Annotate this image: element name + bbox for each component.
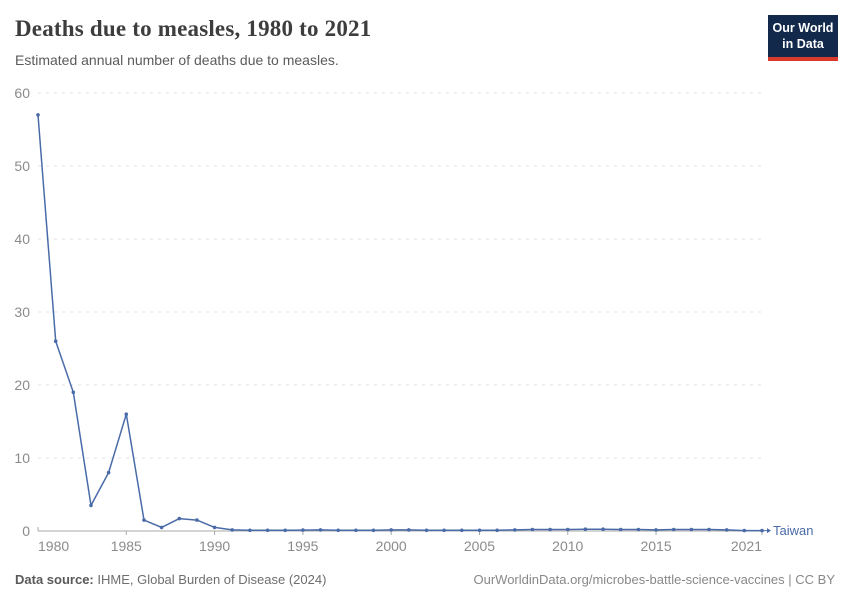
entity-label-taiwan[interactable]: Taiwan <box>773 523 813 538</box>
data-point[interactable] <box>212 525 217 530</box>
chart-subtitle: Estimated annual number of deaths due to… <box>15 52 339 68</box>
data-point[interactable] <box>71 390 76 395</box>
data-point[interactable] <box>195 518 199 522</box>
data-point[interactable] <box>124 412 129 417</box>
x-tick-label: 1990 <box>199 538 230 554</box>
data-point[interactable] <box>407 528 411 532</box>
data-point[interactable] <box>707 527 711 532</box>
y-tick-label: 60 <box>14 85 30 101</box>
data-point[interactable] <box>177 516 182 521</box>
owid-logo-line1: Our World <box>772 21 834 35</box>
y-tick-label: 40 <box>14 231 30 247</box>
y-tick-label: 10 <box>14 450 30 466</box>
data-point[interactable] <box>159 525 164 530</box>
data-point[interactable] <box>495 528 499 533</box>
data-source-text: IHME, Global Burden of Disease (2024) <box>93 572 327 587</box>
x-tick-label: 2021 <box>731 538 762 554</box>
x-tick-label: 2010 <box>552 538 583 554</box>
data-point[interactable] <box>230 528 234 532</box>
data-point[interactable] <box>530 527 535 532</box>
owid-logo-line2: in Data <box>782 36 824 51</box>
data-point[interactable] <box>354 528 358 533</box>
data-point[interactable] <box>283 528 288 533</box>
data-source-label: Data source: <box>15 572 94 587</box>
data-point[interactable] <box>601 527 605 531</box>
x-tick-label: 2000 <box>376 538 407 554</box>
data-point[interactable] <box>389 528 394 532</box>
data-point[interactable] <box>548 527 552 532</box>
data-point[interactable] <box>689 527 694 532</box>
chart-title: Deaths due to measles, 1980 to 2021 <box>15 16 372 41</box>
data-point[interactable] <box>477 528 482 533</box>
x-tick-label: 2015 <box>640 538 671 554</box>
x-tick-label: 1980 <box>38 538 69 554</box>
data-point[interactable] <box>301 528 305 532</box>
data-point[interactable] <box>265 528 270 533</box>
data-point[interactable] <box>636 527 641 532</box>
series-line[interactable] <box>37 114 763 532</box>
data-point[interactable] <box>318 528 323 532</box>
y-tick-label: 50 <box>14 158 30 174</box>
data-point[interactable] <box>513 528 517 532</box>
x-tick-label: 2005 <box>464 538 495 554</box>
x-tick-label: 1985 <box>111 538 142 554</box>
data-source-note: Data source: IHME, Global Burden of Dise… <box>15 572 326 587</box>
data-point[interactable] <box>742 528 747 533</box>
data-point[interactable] <box>424 528 429 533</box>
y-tick-label: 30 <box>14 304 30 320</box>
line-chart-plot[interactable]: 0 10 20 30 40 50 60 1980 1985 1990 1995 2000 2005 201… <box>0 78 850 563</box>
data-point[interactable] <box>654 528 658 532</box>
data-point[interactable] <box>724 528 729 532</box>
data-point[interactable] <box>583 527 588 531</box>
data-point[interactable] <box>442 528 446 533</box>
y-tick-label: 20 <box>14 377 30 393</box>
data-point[interactable] <box>566 527 570 532</box>
label-arrow-icon <box>767 528 771 534</box>
chart-footer: Data source: IHME, Global Burden of Dise… <box>15 572 835 587</box>
data-point[interactable] <box>371 528 376 533</box>
data-point[interactable] <box>53 339 58 344</box>
owid-logo[interactable]: Our World in Data <box>768 15 838 62</box>
credit-link[interactable]: OurWorldinData.org/microbes-battle-scien… <box>473 572 836 587</box>
x-tick-label: 1995 <box>287 538 318 554</box>
data-point[interactable] <box>336 528 341 533</box>
data-point[interactable] <box>36 113 40 117</box>
data-point[interactable] <box>671 527 676 532</box>
data-point[interactable] <box>142 518 146 522</box>
data-point[interactable] <box>89 503 93 508</box>
data-point[interactable] <box>248 528 252 533</box>
data-point[interactable] <box>618 527 623 532</box>
data-point[interactable] <box>460 528 464 533</box>
data-point[interactable] <box>106 470 111 475</box>
y-tick-label: 0 <box>22 523 30 539</box>
